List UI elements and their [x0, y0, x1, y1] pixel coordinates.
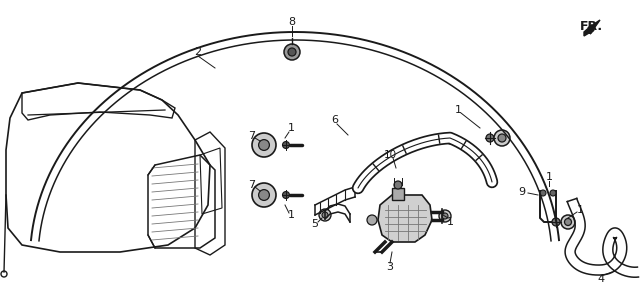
Text: 5: 5 — [312, 219, 319, 229]
Text: 3: 3 — [387, 262, 394, 272]
Text: 1: 1 — [454, 105, 461, 115]
Text: 7: 7 — [248, 131, 255, 141]
Circle shape — [442, 213, 448, 219]
Text: 4: 4 — [597, 274, 605, 284]
Text: 1: 1 — [287, 210, 294, 220]
Text: 2: 2 — [195, 47, 202, 57]
Text: 7: 7 — [248, 180, 255, 190]
Circle shape — [252, 133, 276, 157]
Polygon shape — [378, 195, 432, 242]
Circle shape — [394, 181, 402, 189]
Circle shape — [498, 134, 506, 142]
Circle shape — [540, 190, 546, 196]
Circle shape — [322, 212, 328, 218]
Circle shape — [564, 218, 572, 225]
Polygon shape — [584, 20, 600, 36]
Circle shape — [561, 215, 575, 229]
Circle shape — [259, 140, 269, 150]
Text: 1: 1 — [287, 123, 294, 133]
Circle shape — [367, 215, 377, 225]
Circle shape — [1, 271, 7, 277]
Text: 1: 1 — [577, 205, 584, 215]
Circle shape — [288, 48, 296, 56]
Text: 10: 10 — [383, 150, 397, 160]
Circle shape — [282, 192, 289, 199]
Circle shape — [486, 134, 494, 142]
Circle shape — [550, 190, 556, 196]
Text: 1: 1 — [447, 217, 454, 227]
Text: 9: 9 — [518, 187, 525, 197]
Circle shape — [282, 142, 289, 149]
Circle shape — [252, 183, 276, 207]
Circle shape — [439, 210, 451, 222]
Circle shape — [494, 130, 510, 146]
Text: 6: 6 — [332, 115, 339, 125]
Polygon shape — [392, 188, 404, 200]
Text: FR.: FR. — [580, 20, 603, 32]
Circle shape — [259, 190, 269, 200]
Circle shape — [284, 44, 300, 60]
Circle shape — [319, 209, 331, 221]
Circle shape — [552, 218, 560, 226]
Text: 8: 8 — [289, 17, 296, 27]
Text: 1: 1 — [545, 172, 552, 182]
